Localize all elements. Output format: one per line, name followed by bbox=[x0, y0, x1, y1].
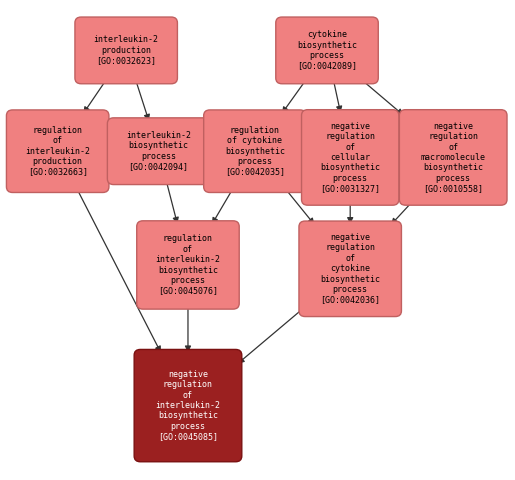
FancyBboxPatch shape bbox=[302, 110, 399, 205]
Text: regulation
of cytokine
biosynthetic
process
[GO:0042035]: regulation of cytokine biosynthetic proc… bbox=[225, 126, 285, 177]
FancyBboxPatch shape bbox=[136, 221, 239, 309]
Text: interleukin-2
production
[GO:0032623]: interleukin-2 production [GO:0032623] bbox=[94, 36, 159, 65]
Text: negative
regulation
of
interleukin-2
biosynthetic
process
[GO:0045085]: negative regulation of interleukin-2 bio… bbox=[156, 370, 220, 441]
FancyBboxPatch shape bbox=[276, 17, 378, 84]
Text: cytokine
biosynthetic
process
[GO:0042089]: cytokine biosynthetic process [GO:004208… bbox=[297, 30, 357, 71]
Text: regulation
of
interleukin-2
production
[GO:0032663]: regulation of interleukin-2 production [… bbox=[25, 126, 90, 177]
Text: regulation
of
interleukin-2
biosynthetic
process
[GO:0045076]: regulation of interleukin-2 biosynthetic… bbox=[156, 234, 220, 296]
FancyBboxPatch shape bbox=[7, 110, 109, 192]
FancyBboxPatch shape bbox=[400, 110, 507, 205]
Text: interleukin-2
biosynthetic
process
[GO:0042094]: interleukin-2 biosynthetic process [GO:0… bbox=[126, 131, 191, 171]
FancyBboxPatch shape bbox=[203, 110, 306, 192]
Text: negative
regulation
of
cellular
biosynthetic
process
[GO:0031327]: negative regulation of cellular biosynth… bbox=[320, 122, 380, 193]
FancyBboxPatch shape bbox=[299, 221, 402, 317]
FancyBboxPatch shape bbox=[134, 349, 242, 462]
FancyBboxPatch shape bbox=[107, 118, 210, 185]
FancyBboxPatch shape bbox=[75, 17, 177, 84]
Text: negative
regulation
of
cytokine
biosynthetic
process
[GO:0042036]: negative regulation of cytokine biosynth… bbox=[320, 233, 380, 304]
Text: negative
regulation
of
macromolecule
biosynthetic
process
[GO:0010558]: negative regulation of macromolecule bio… bbox=[421, 122, 486, 193]
